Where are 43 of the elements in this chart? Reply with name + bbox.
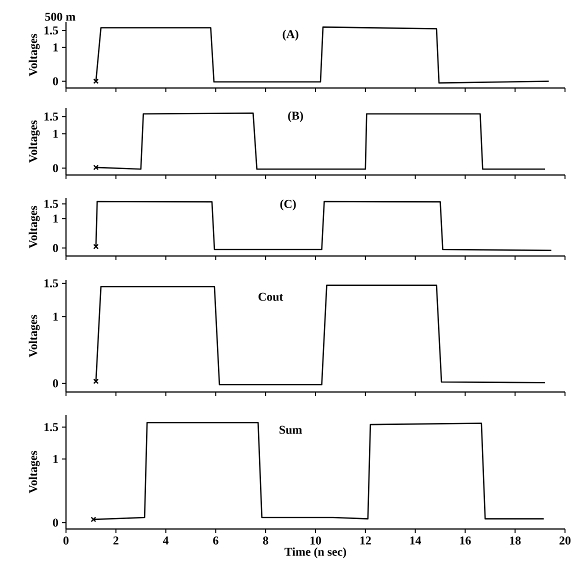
y-tick-label: 1	[53, 130, 58, 138]
text: Sum	[279, 426, 302, 434]
x-tick-label: 12	[360, 536, 371, 544]
y-tick-label: 1	[53, 312, 58, 321]
y-tick-label: 0	[52, 164, 58, 172]
y-axis-title: Voltages	[28, 120, 40, 163]
y-tick-label: 1	[53, 43, 58, 52]
text: Cout	[258, 292, 284, 301]
y-tick-label: 1.5	[44, 26, 58, 34]
line-series	[95, 200, 552, 252]
y-tick-label: 1.5	[44, 423, 58, 432]
y-axis-title: Voltages	[28, 206, 40, 248]
chart-title: (C)	[280, 200, 296, 210]
chart-title: (B)	[288, 111, 303, 122]
line-series	[92, 422, 544, 520]
x-tick-label: 8	[262, 536, 268, 545]
y-tick-label: 1	[53, 454, 58, 463]
x-tick-label: 2	[113, 536, 118, 544]
y-tick-label: 1.5	[44, 200, 58, 208]
line-series	[95, 26, 550, 84]
text: (A)	[282, 30, 298, 41]
x-tick-label: 14	[410, 536, 421, 544]
line-series	[95, 284, 546, 386]
y-tick-label: 1.5	[44, 279, 58, 288]
x-tick-label: 6	[212, 536, 218, 545]
x-axis-title: Time (n sec)	[284, 547, 346, 558]
x-tick-label: 10	[310, 536, 321, 545]
x-tick-label: 18	[510, 536, 521, 545]
y-tick-label: 1	[53, 214, 58, 223]
y-axis-title: Voltages	[28, 314, 40, 358]
text: 500 m	[45, 12, 76, 21]
y-tick-label: 0	[52, 379, 58, 388]
y-axis-title: Voltages	[28, 34, 40, 76]
line-series	[95, 112, 546, 170]
y-tick-label: 0	[52, 518, 58, 527]
y-axis-title: Voltages	[28, 450, 40, 494]
y-tick-label: 1.5	[44, 112, 58, 121]
x-tick-label: 4	[162, 536, 168, 544]
y-tick-label: 0	[52, 244, 58, 252]
x-tick-label: 20	[559, 536, 570, 545]
x-tick-label: 0	[63, 536, 68, 545]
y-tick-label: 0	[52, 77, 58, 86]
x-tick-label: 16	[460, 536, 471, 545]
